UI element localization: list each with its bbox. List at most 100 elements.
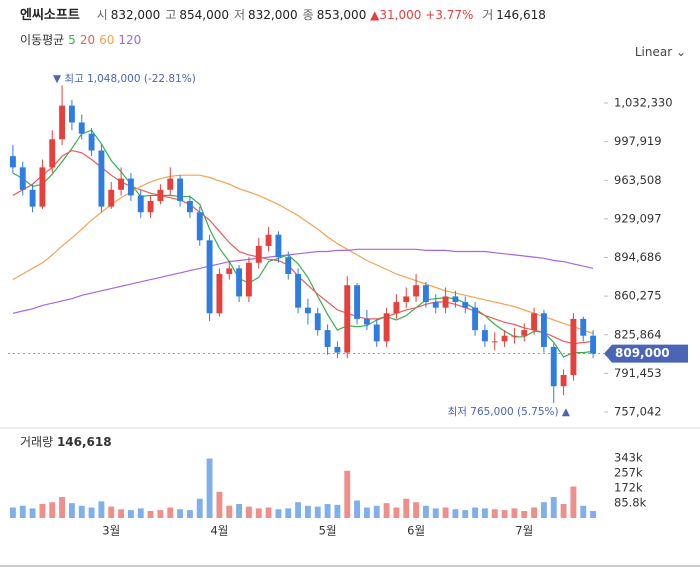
candle-body	[285, 257, 292, 274]
volume-bar	[226, 505, 233, 518]
candle-body	[49, 139, 56, 168]
stock-name: 엔씨소프트	[20, 8, 80, 23]
ma-legend-item: 60	[99, 33, 115, 47]
ma-legend-item: 5	[68, 33, 76, 47]
scale-dropdown[interactable]: Linear ⌄	[634, 45, 686, 59]
header: 엔씨소프트 시 832,000 고 854,000 저 832,000 종 853,000 ▲…	[20, 4, 546, 23]
volume-bar	[363, 507, 370, 518]
candle-body	[108, 189, 115, 207]
volume-bar	[59, 497, 66, 518]
y-tick-label: 791,453	[614, 366, 662, 380]
ma-line	[12, 149, 594, 345]
price-key: 고	[165, 8, 177, 22]
candle-body	[580, 318, 587, 336]
max-annotation: ▼ 최고 1,048,000 (-22.81%)	[53, 73, 196, 85]
candle-body	[157, 189, 164, 202]
volume-bar	[383, 503, 390, 518]
volume-bar	[108, 506, 115, 518]
candle-body	[265, 234, 272, 246]
volume-bar	[560, 504, 567, 518]
volume-bar	[49, 502, 56, 518]
volume-bar	[550, 497, 557, 518]
candle-body	[373, 324, 380, 342]
volume-bar	[432, 508, 439, 518]
min-annotation: 최저 765,000 (5.75%) ▲	[448, 406, 571, 418]
last-price-tag	[604, 344, 688, 363]
y-tick-label: 860,275	[614, 289, 662, 303]
candle-body	[442, 296, 449, 308]
volume-bar	[98, 501, 105, 518]
candle-body	[462, 302, 469, 308]
y-tick-label: 85.8k	[614, 495, 647, 509]
candle-body	[590, 335, 597, 354]
volume-bar	[68, 503, 75, 518]
candle-body	[206, 240, 213, 314]
volume-bar	[580, 505, 587, 518]
volume-bar	[491, 509, 498, 518]
volume-bar	[186, 510, 193, 518]
volume-title-value: 146,618	[57, 435, 112, 449]
x-tick-label: 5월	[319, 524, 337, 538]
price-value: 853,000	[316, 8, 367, 22]
candle-body	[196, 212, 203, 241]
y-tick-label: 929,097	[614, 211, 662, 225]
ma-line	[12, 129, 594, 358]
volume-bar	[540, 502, 547, 518]
candle-body	[432, 302, 439, 308]
x-tick-label: 3월	[102, 524, 120, 538]
price-value: 832,000	[248, 8, 298, 22]
candle-body	[304, 307, 311, 314]
volume-bar	[324, 504, 331, 518]
y-tick-label: 825,864	[614, 327, 662, 341]
ma-label: 이동평균	[20, 33, 65, 47]
candle-body	[540, 313, 547, 347]
volume-bar	[127, 510, 134, 518]
volume-bar	[452, 509, 459, 518]
candle-body	[491, 341, 498, 343]
price-key: 시	[96, 8, 108, 22]
volume-bar	[314, 506, 321, 518]
candle-body	[9, 156, 16, 168]
price-items: 시 832,000 고 854,000 저 832,000 종 853,000	[92, 8, 367, 22]
price-value: 832,000	[110, 8, 161, 22]
candle-body	[295, 273, 302, 308]
volume-bar	[521, 511, 528, 518]
volume-bar	[265, 507, 272, 518]
candle-body	[118, 178, 125, 190]
volume-key: 거	[482, 8, 494, 22]
ma-legend: 이동평균 5 20 60 120	[20, 31, 141, 48]
change: 31,000	[379, 8, 422, 22]
volume-bar	[78, 505, 85, 518]
candle-body	[334, 346, 341, 353]
candle-body	[314, 313, 321, 331]
volume-bar	[177, 509, 184, 518]
candle-body	[413, 285, 420, 297]
candle-body	[19, 167, 26, 190]
volume-bar	[9, 507, 16, 518]
candle-body	[344, 285, 351, 353]
candle-body	[403, 296, 410, 303]
last-price-label: 809,000	[615, 346, 670, 360]
candle-body	[501, 335, 508, 342]
candle-body	[98, 150, 105, 207]
candle-body	[226, 268, 233, 274]
volume-bar	[462, 510, 469, 518]
candle-body	[177, 178, 184, 202]
volume-bar	[19, 505, 26, 518]
candle-body	[354, 285, 361, 319]
volume-bar	[137, 508, 144, 518]
y-tick-label: 172k	[614, 480, 643, 494]
volume-bar	[285, 508, 292, 518]
volume-bar	[442, 507, 449, 518]
ma-line	[12, 248, 594, 314]
volume-bar	[570, 486, 577, 518]
y-tick-label: 257k	[614, 466, 643, 480]
volume-bar	[590, 511, 597, 518]
volume-bar	[403, 498, 410, 518]
volume-bar	[196, 498, 203, 518]
volume-bar	[501, 510, 508, 518]
volume-bar	[255, 508, 262, 518]
y-tick-label: 1,032,330	[614, 96, 673, 110]
volume-bar	[413, 502, 420, 518]
candle-body	[550, 346, 557, 387]
